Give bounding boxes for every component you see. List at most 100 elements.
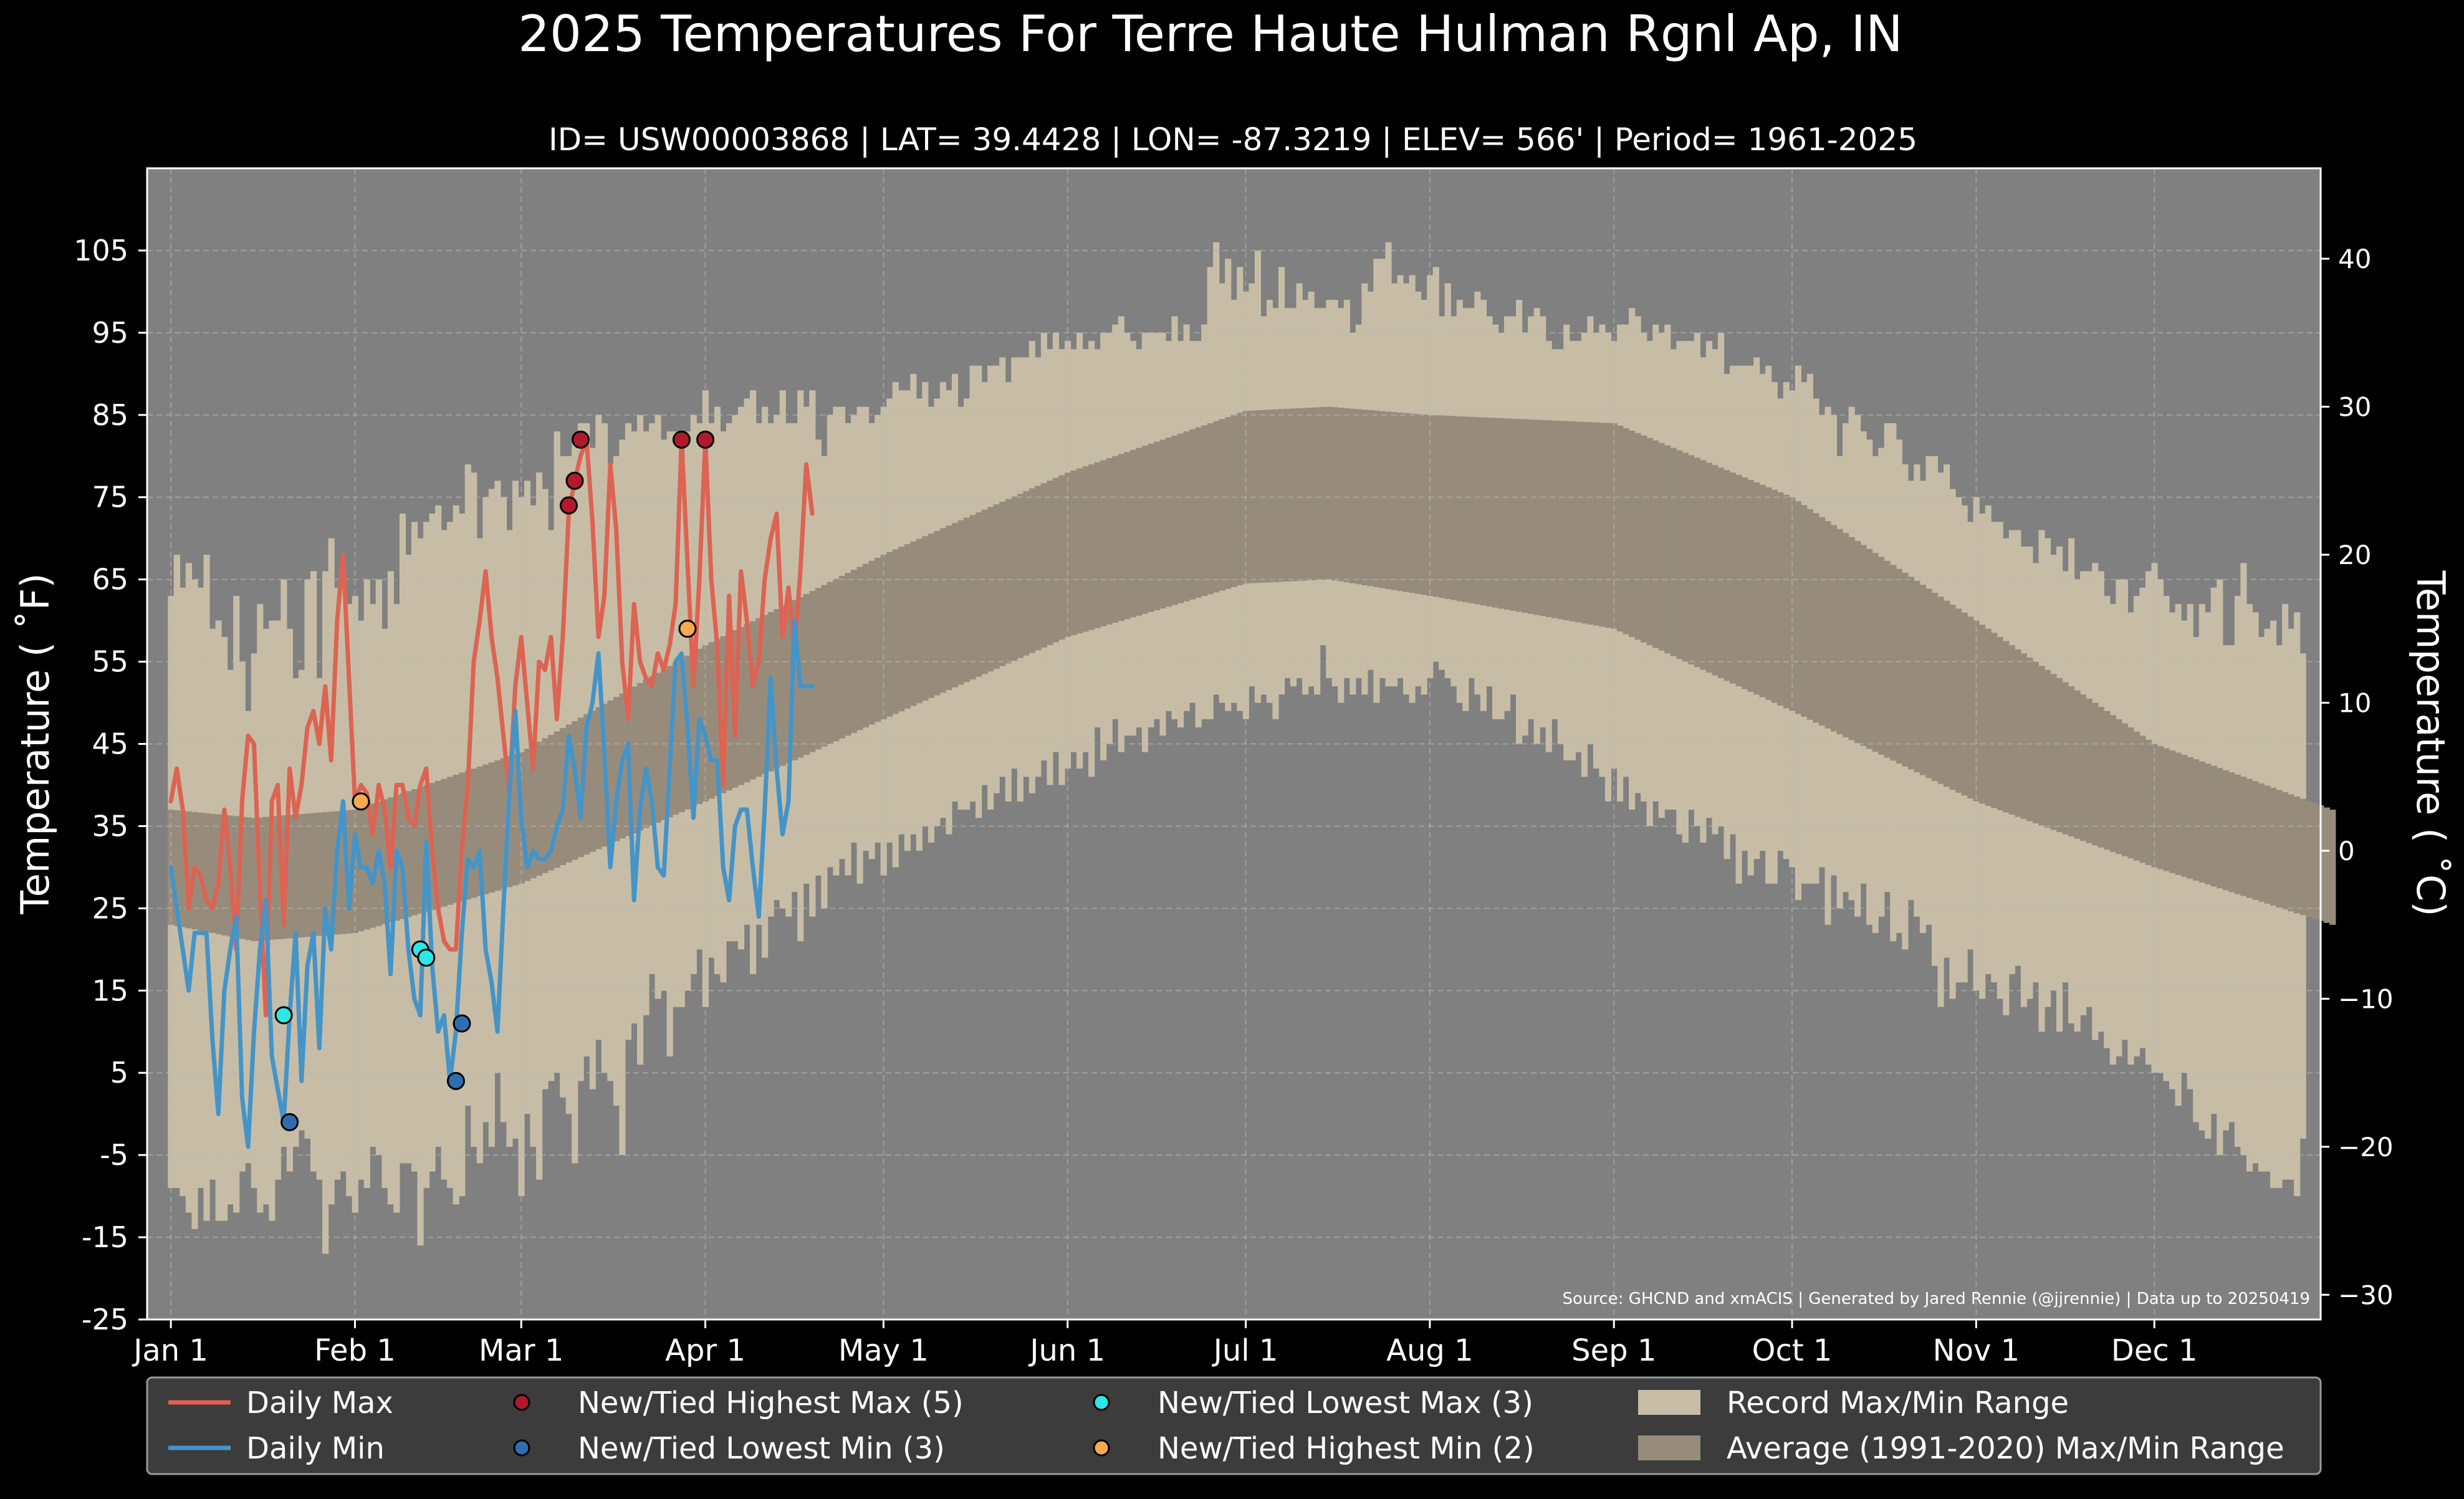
normal-range-bar	[1439, 415, 1445, 598]
normal-range-bar	[2026, 657, 2033, 821]
daily-min-line	[168, 618, 815, 1149]
normal-range-bar	[476, 766, 483, 896]
normal-range-bar	[1705, 462, 1713, 673]
normal-range-bar	[1343, 408, 1350, 583]
normal-range-bar	[2205, 764, 2212, 885]
normal-range-bar	[589, 711, 596, 852]
normal-range-bar	[1765, 487, 1772, 701]
normal-range-bar	[1522, 419, 1528, 613]
normal-range-bar	[1629, 430, 1636, 637]
x-tick-label: Jun 1	[1028, 1333, 1105, 1368]
normal-range-bar	[1664, 445, 1671, 654]
normal-range-bar	[2246, 778, 2253, 898]
normal-range-bar	[1373, 410, 1380, 588]
normal-range-bar	[2276, 790, 2283, 908]
normal-range-bar	[1106, 458, 1113, 625]
normal-range-bar	[1843, 533, 1849, 737]
normal-range-bar	[1177, 433, 1184, 603]
normal-range-bar	[1296, 408, 1303, 581]
normal-range-bar	[180, 810, 186, 927]
normal-range-bar	[1872, 553, 1879, 752]
normal-range-bar	[1088, 464, 1095, 630]
normal-range-bar	[1456, 416, 1463, 601]
normal-range-bar	[1159, 439, 1166, 609]
normal-range-bar	[2198, 761, 2205, 883]
normal-range-bar	[607, 700, 614, 844]
y-tick-label: 95	[92, 316, 128, 350]
legend-swatch	[513, 1439, 530, 1457]
legend-swatch	[1638, 1390, 1700, 1415]
normal-range-bar	[512, 754, 519, 886]
normal-range-bar	[1148, 443, 1154, 612]
normal-range-bar	[1931, 592, 1939, 782]
y2-tick-label: −10	[2338, 984, 2394, 1014]
normal-range-bar	[744, 624, 750, 783]
record-point	[352, 792, 370, 811]
normal-range-bar	[809, 591, 816, 752]
normal-range-bar	[987, 507, 994, 672]
normal-range-bar	[488, 762, 495, 893]
normal-range-bar	[1266, 409, 1273, 583]
normal-range-bar	[1967, 616, 1974, 799]
normal-range-bar	[1991, 633, 1998, 808]
normal-range-bar	[2169, 750, 2176, 873]
normal-range-bar	[1955, 608, 1962, 793]
normal-range-bar	[2044, 669, 2051, 828]
normal-range-bar	[1783, 494, 1790, 709]
y-tick-label: 65	[92, 563, 128, 596]
normal-range-bar	[2252, 781, 2259, 900]
y-tick-label: 25	[92, 891, 128, 925]
normal-range-bar	[1599, 423, 1606, 627]
normal-range-bar	[1047, 480, 1053, 645]
normal-range-bar	[286, 815, 294, 939]
source-note: Source: GHCND and xmACIS | Generated by …	[1562, 1290, 2310, 1308]
normal-range-bar	[572, 721, 578, 860]
normal-range-bar	[1052, 477, 1060, 643]
normal-range-bar	[1824, 521, 1831, 729]
normal-range-bar	[2109, 715, 2116, 852]
x-tick-label: Jul 1	[1212, 1333, 1278, 1368]
normal-range-bar	[1985, 628, 1992, 806]
normal-range-bar	[411, 789, 418, 916]
normal-range-bar	[2008, 645, 2015, 815]
normal-range-bar	[1486, 418, 1493, 607]
normal-range-bar	[1569, 421, 1576, 621]
normal-range-bar	[904, 544, 911, 709]
normal-range-bar	[922, 536, 929, 701]
normal-range-bar	[976, 512, 982, 677]
normal-range-bar	[269, 816, 276, 940]
normal-range-bar	[863, 563, 870, 728]
normal-range-bar	[2145, 739, 2152, 865]
normal-range-bar	[1498, 418, 1505, 609]
normal-range-bar	[1284, 408, 1291, 582]
normal-range-bar	[1949, 605, 1956, 790]
x-axis: Jan 1 Feb 1 Mar 1 Apr 1 May 1 Jun 1 Jul 1 Aug 1…	[132, 1319, 2198, 1368]
normal-range-bar	[1444, 416, 1451, 600]
legend-label: New/Tied Lowest Max (3)	[1158, 1386, 1533, 1420]
normal-range-bar	[292, 814, 299, 938]
normal-range-bar	[999, 501, 1006, 666]
normal-range-bar	[1902, 573, 1909, 767]
record-point	[280, 1113, 299, 1131]
record-point	[559, 496, 578, 515]
normal-range-bar	[910, 541, 917, 706]
normal-range-bar	[2062, 682, 2069, 835]
normal-range-bar	[886, 552, 893, 717]
normal-range-bar	[1171, 435, 1178, 605]
normal-range-bar	[1830, 525, 1838, 732]
normal-range-bar	[2193, 759, 2200, 881]
normal-range-bar	[1153, 441, 1161, 611]
normal-range-bar	[2306, 800, 2313, 917]
normal-range-bar	[946, 525, 952, 691]
normal-range-bar	[957, 520, 964, 685]
chart-subtitle: ID= USW00003868 | LAT= 39.4428 | LON= -8…	[549, 122, 1917, 158]
y2-tick-label: 20	[2338, 540, 2371, 570]
normal-range-bar	[2003, 641, 2010, 813]
normal-range-bar	[1468, 416, 1475, 603]
x-tick-label: Feb 1	[314, 1333, 396, 1368]
normal-range-bar	[850, 570, 858, 733]
normal-range-bar	[898, 547, 905, 712]
normal-range-bar	[239, 817, 246, 939]
normal-range-bar	[221, 815, 228, 936]
y2-tick-label: −30	[2338, 1280, 2394, 1310]
